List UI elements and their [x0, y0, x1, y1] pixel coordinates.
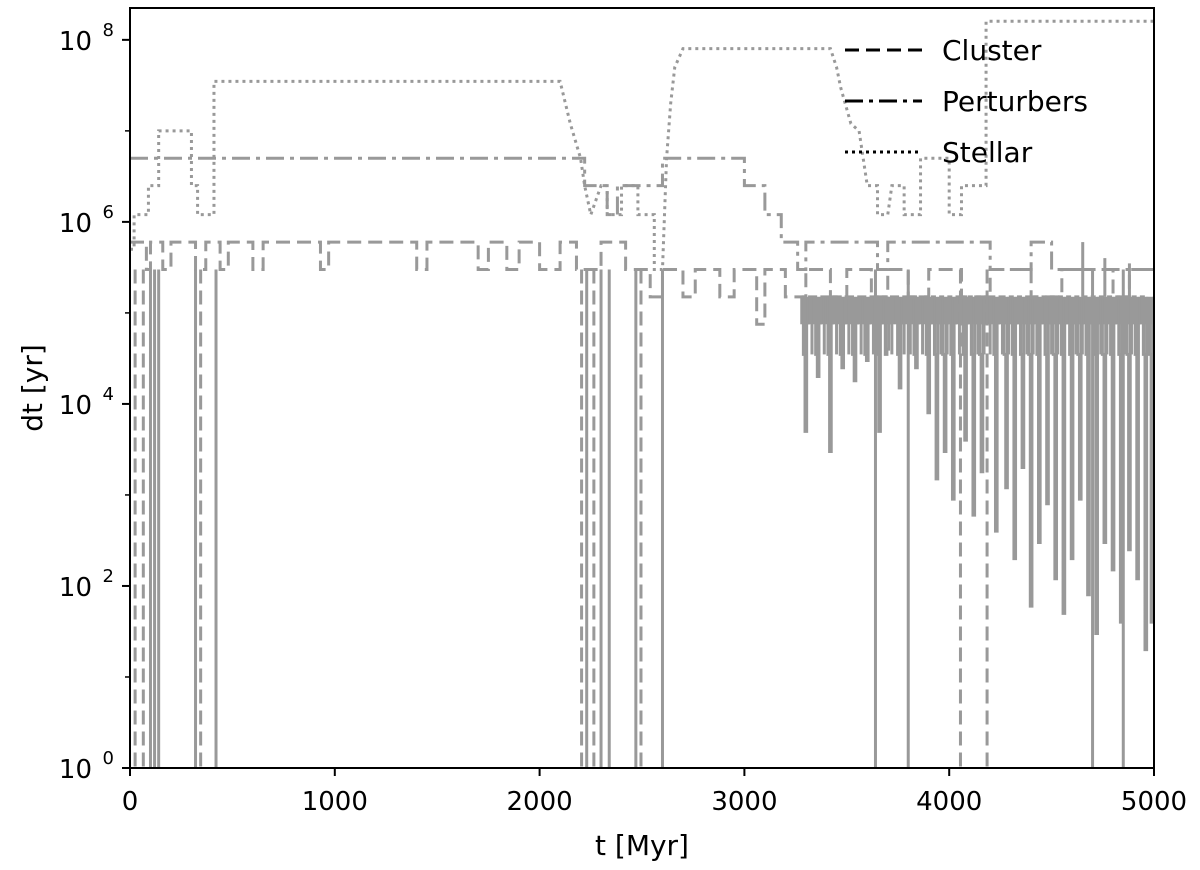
- legend-cluster-label: Cluster: [942, 34, 1042, 67]
- x-tick-label: 2000: [507, 787, 573, 817]
- y-tick-label: 10: [59, 209, 92, 239]
- y-tick-exponent: 0: [103, 748, 114, 769]
- y-tick-label: 10: [59, 573, 92, 603]
- y-tick-exponent: 4: [103, 384, 114, 405]
- series-stellar-line: [130, 19, 1154, 271]
- y-tick-label: 10: [59, 755, 92, 785]
- x-axis: 0 1000 2000 3000 4000 5000: [122, 768, 1187, 817]
- x-axis-label: t [Myr]: [595, 829, 689, 862]
- x-tick-label: 0: [122, 787, 139, 817]
- y-axis-label: dt [yr]: [16, 344, 49, 432]
- plot-area: [130, 19, 1154, 768]
- y-tick-exponent: 6: [103, 202, 114, 223]
- x-tick-label: 5000: [1121, 787, 1187, 817]
- x-tick-label: 3000: [711, 787, 777, 817]
- legend-perturbers-label: Perturbers: [942, 85, 1088, 118]
- y-tick-label: 10: [59, 27, 92, 57]
- y-axis: 10 0 10 2 10 4 10 6 10 8: [59, 20, 130, 785]
- series-perturbers-line: [130, 156, 1154, 271]
- legend: Cluster Perturbers Stellar: [845, 34, 1088, 169]
- y-tick-exponent: 8: [103, 20, 114, 41]
- x-tick-label: 4000: [916, 787, 982, 817]
- y-tick-exponent: 2: [103, 566, 114, 587]
- series-cluster-line: [130, 240, 1154, 326]
- x-tick-label: 1000: [302, 787, 368, 817]
- legend-stellar-label: Stellar: [942, 136, 1033, 169]
- axes-frame: [129, 7, 1155, 769]
- y-tick-label: 10: [59, 391, 92, 421]
